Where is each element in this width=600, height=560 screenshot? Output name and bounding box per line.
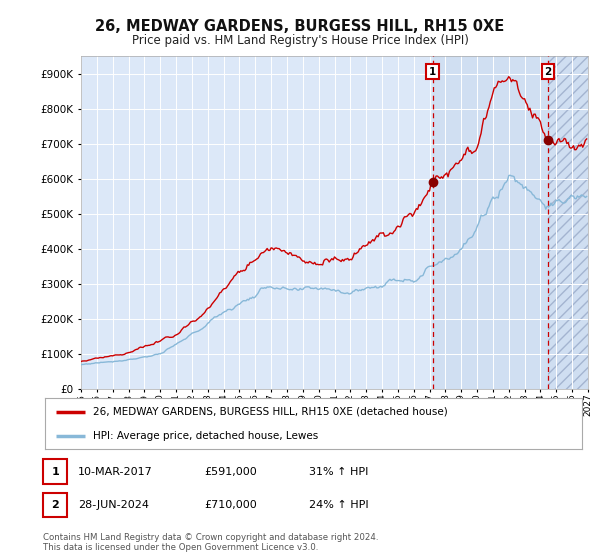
Text: 26, MEDWAY GARDENS, BURGESS HILL, RH15 0XE (detached house): 26, MEDWAY GARDENS, BURGESS HILL, RH15 0… <box>94 407 448 417</box>
Text: 1: 1 <box>429 67 436 77</box>
Text: 1: 1 <box>52 466 59 477</box>
Text: 26, MEDWAY GARDENS, BURGESS HILL, RH15 0XE: 26, MEDWAY GARDENS, BURGESS HILL, RH15 0… <box>95 20 505 34</box>
Text: Price paid vs. HM Land Registry's House Price Index (HPI): Price paid vs. HM Land Registry's House … <box>131 34 469 47</box>
Text: This data is licensed under the Open Government Licence v3.0.: This data is licensed under the Open Gov… <box>43 543 319 552</box>
Bar <box>548 56 588 389</box>
Bar <box>433 56 548 389</box>
Text: 2: 2 <box>545 67 552 77</box>
Text: HPI: Average price, detached house, Lewes: HPI: Average price, detached house, Lewe… <box>94 431 319 441</box>
Text: 24% ↑ HPI: 24% ↑ HPI <box>309 500 368 510</box>
Text: 2: 2 <box>52 500 59 510</box>
Text: Contains HM Land Registry data © Crown copyright and database right 2024.: Contains HM Land Registry data © Crown c… <box>43 533 379 542</box>
Text: 31% ↑ HPI: 31% ↑ HPI <box>309 466 368 477</box>
Text: £591,000: £591,000 <box>204 466 257 477</box>
Text: 10-MAR-2017: 10-MAR-2017 <box>78 466 153 477</box>
Text: 28-JUN-2024: 28-JUN-2024 <box>78 500 149 510</box>
Text: £710,000: £710,000 <box>204 500 257 510</box>
